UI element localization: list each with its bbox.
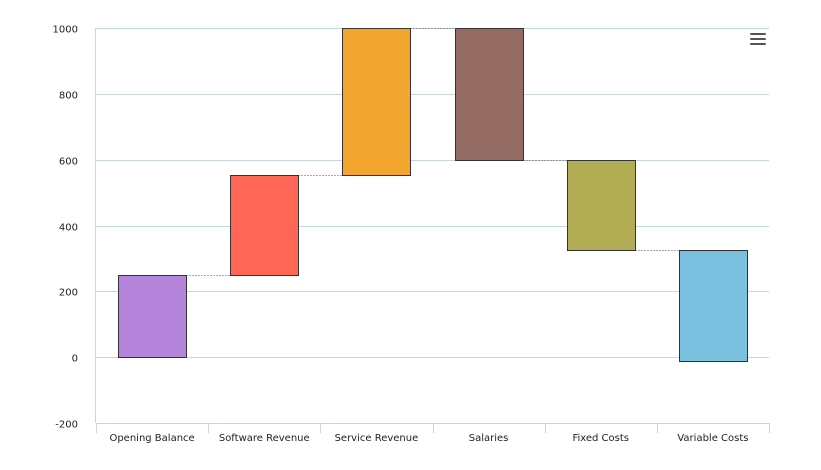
bar-software-revenue[interactable] xyxy=(230,175,299,276)
y-tick-label: 200 xyxy=(59,288,78,299)
x-tick-label: Variable Costs xyxy=(677,433,748,444)
y-axis: 1000 800 600 400 200 0 -200 xyxy=(53,25,96,431)
x-tick-label: Salaries xyxy=(469,433,509,444)
menu-icon xyxy=(750,33,766,35)
x-tick-label: Opening Balance xyxy=(109,433,194,444)
connectors xyxy=(186,28,680,276)
y-tick-label: 0 xyxy=(72,354,78,365)
gridlines xyxy=(96,28,769,424)
y-tick-label: 800 xyxy=(59,91,78,102)
y-tick-label: 600 xyxy=(59,157,78,168)
bar-salaries[interactable] xyxy=(455,28,524,161)
bar-service-revenue[interactable] xyxy=(342,28,411,176)
x-tick-label: Fixed Costs xyxy=(572,433,629,444)
bars xyxy=(118,28,748,362)
bar-fixed-costs[interactable] xyxy=(567,160,636,251)
menu-icon-line xyxy=(750,38,766,40)
chart-menu-button[interactable] xyxy=(746,30,770,50)
menu-icon-line xyxy=(750,43,766,45)
x-axis: Opening Balance Software Revenue Service R… xyxy=(96,423,770,444)
bar-opening-balance[interactable] xyxy=(118,275,187,358)
bar-variable-costs[interactable] xyxy=(679,250,748,362)
x-tick-label: Software Revenue xyxy=(219,433,310,444)
y-tick-label: 400 xyxy=(59,223,78,234)
x-tick-label: Service Revenue xyxy=(335,433,419,444)
y-tick-label: 1000 xyxy=(53,25,78,36)
y-tick-label: -200 xyxy=(55,420,78,431)
